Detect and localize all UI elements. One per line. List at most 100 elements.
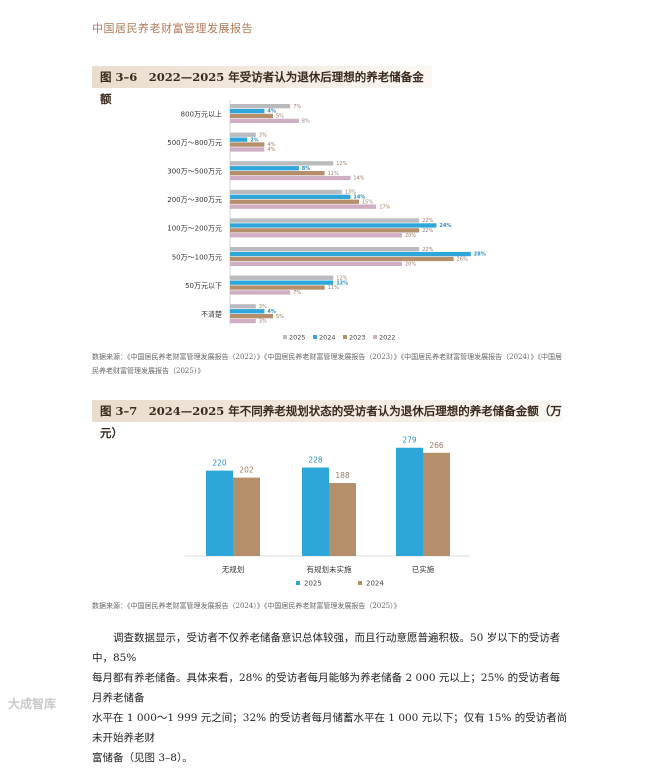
legend-swatch xyxy=(373,335,377,339)
bar xyxy=(230,161,334,166)
figure-3-7-source: 数据来源：《中国居民养老财富管理发展报告（2024）》《中国居民养老财富管理发展… xyxy=(92,602,401,610)
bar xyxy=(230,233,402,238)
bar xyxy=(230,166,299,171)
legend-label: 2023 xyxy=(349,334,366,342)
data-label: 22% xyxy=(422,218,433,224)
bar xyxy=(230,113,273,119)
legend-swatch xyxy=(358,581,362,585)
data-label: 22% xyxy=(422,228,433,234)
bar xyxy=(230,256,454,262)
bar xyxy=(230,223,437,228)
data-label: 4% xyxy=(267,142,275,148)
category-label: 有规划未实施 xyxy=(307,564,352,574)
bar xyxy=(230,261,402,266)
figure-3-7-title: 图 3–7 2024—2025 年不同养老规划状态的受访者认为退休后理想的养老储… xyxy=(92,400,562,440)
data-label: 12% xyxy=(336,161,347,167)
paragraph-line: 富储备（见图 3–8）。 xyxy=(92,752,193,764)
data-label: 202 xyxy=(239,466,254,475)
data-label: 11% xyxy=(328,285,339,291)
bar xyxy=(230,280,334,285)
category-label: 已实施 xyxy=(412,564,435,574)
category-label: 100万～200万元 xyxy=(167,225,222,233)
figure-3-6-title: 图 3–6 2022—2025 年受访者认为退休后理想的养老储备金额 xyxy=(92,66,432,106)
bar xyxy=(230,171,325,176)
bar xyxy=(230,309,265,314)
data-label: 228 xyxy=(308,456,323,465)
data-label: 4% xyxy=(267,109,276,115)
watermark-logo: 大成智库 xyxy=(8,697,57,711)
data-label: 20% xyxy=(405,262,416,268)
body-paragraph: 调查数据显示，受访者不仅养老储备意识总体较强，而且行动意愿普遍积极。50 岁以下… xyxy=(92,628,570,768)
bar xyxy=(230,137,248,142)
bar xyxy=(230,175,351,181)
data-label: 28% xyxy=(474,252,486,258)
bar xyxy=(230,199,359,204)
legend-swatch xyxy=(313,335,317,339)
data-label: 26% xyxy=(457,257,468,263)
data-label: 15% xyxy=(362,199,373,205)
data-label: 4% xyxy=(267,309,276,315)
legend-label: 2025 xyxy=(289,334,306,342)
paragraph-line: 每月都有养老储备。具体来看，28% 的受访者每月能够为养老储备 2 000 元以… xyxy=(92,672,561,704)
data-label: 24% xyxy=(439,223,451,229)
data-label: 3% xyxy=(259,319,267,325)
bar xyxy=(423,452,450,556)
data-label: 14% xyxy=(353,195,365,201)
data-label: 5% xyxy=(276,114,284,120)
data-label: 7% xyxy=(293,290,301,296)
category-label: 无规划 xyxy=(222,564,245,574)
data-label: 8% xyxy=(302,166,311,172)
data-label: 12% xyxy=(336,275,347,281)
figure-3-6-chart: 800万元以上7%4%5%8%500万～800万元3%2%4%4%300万～50… xyxy=(167,100,486,342)
data-label: 20% xyxy=(405,233,416,239)
figure-3-7-chart: 220 202 无规划 228 188 有规划未实施 279 266 已实施 2025 2024 xyxy=(185,436,470,588)
data-label: 17% xyxy=(379,204,390,210)
paragraph-line: 水平在 1 000～1 999 元之间；32% 的受访者每月储蓄水平在 1 00… xyxy=(92,712,568,744)
legend-swatch xyxy=(283,335,287,339)
category-label: 不清楚 xyxy=(201,310,222,319)
data-label: 188 xyxy=(335,471,350,480)
bar xyxy=(230,132,256,137)
bar xyxy=(230,275,334,280)
data-label: 13% xyxy=(345,190,356,196)
data-label: 11% xyxy=(328,171,339,177)
category-label: 300万～500万元 xyxy=(167,168,222,176)
bar xyxy=(230,314,273,319)
running-header: 中国居民养老财富管理发展报告 xyxy=(92,22,253,35)
data-label: 7% xyxy=(293,104,301,110)
category-label: 50万元以下 xyxy=(185,282,222,290)
bar xyxy=(206,470,233,556)
legend-swatch xyxy=(343,335,347,339)
bar xyxy=(230,218,420,223)
bar xyxy=(230,318,256,324)
bar xyxy=(230,251,471,257)
category-label: 200万～300万元 xyxy=(167,196,222,204)
bar xyxy=(233,477,260,556)
data-label: 279 xyxy=(402,436,417,445)
data-label: 5% xyxy=(276,314,284,320)
bar xyxy=(230,204,377,209)
data-label: 3% xyxy=(259,304,267,310)
data-label: 14% xyxy=(353,176,364,182)
data-label: 266 xyxy=(429,441,444,450)
bar xyxy=(230,142,265,147)
legend-label: 2024 xyxy=(366,580,384,588)
bar xyxy=(230,189,342,195)
legend-label: 2025 xyxy=(304,580,322,588)
figure-3-6-source: 数据来源：《中国居民养老财富管理发展报告（2022）》《中国居民养老财富管理发展… xyxy=(92,353,562,375)
legend-swatch xyxy=(296,581,300,585)
category-label: 800万元以上 xyxy=(181,109,222,118)
category-label: 500万～800万元 xyxy=(167,139,222,147)
bar xyxy=(230,228,420,233)
bar xyxy=(230,147,265,152)
data-label: 2% xyxy=(250,137,259,143)
bar xyxy=(230,304,256,309)
bar xyxy=(230,285,325,290)
bar xyxy=(329,483,356,556)
bar xyxy=(396,447,423,556)
legend-label: 2024 xyxy=(319,334,336,342)
legend-label: 2022 xyxy=(379,334,396,342)
bar xyxy=(230,247,420,252)
paragraph-line: 调查数据显示，受访者不仅养老储备意识总体较强，而且行动意愿普遍积极。50 岁以下… xyxy=(92,632,561,664)
category-label: 50万～100万元 xyxy=(172,253,222,261)
